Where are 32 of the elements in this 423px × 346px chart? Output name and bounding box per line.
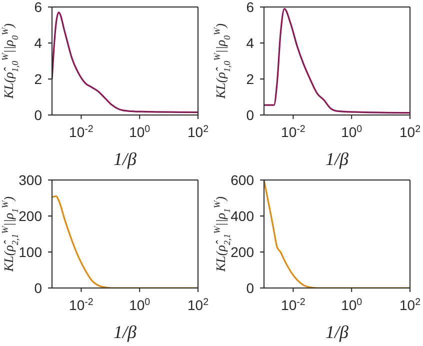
x-axis-title: 1/β: [114, 149, 137, 169]
y-tick-label: 2: [34, 71, 42, 87]
x-tick-label: 10$^{0}$: [341, 124, 363, 140]
x-tick-label: 10$^{-2}$: [69, 124, 94, 140]
y-tick-label: 6: [34, 0, 42, 15]
x-tick-label: 10$^{-2}$: [281, 296, 306, 313]
x-tick-label: 10$^{2}$: [187, 296, 209, 313]
x-axis-title: 1/β: [326, 149, 349, 169]
x-tick-label: 10$^{-2}$: [281, 124, 306, 140]
y-tick-label: 6: [246, 0, 254, 15]
x-tick-label: 10$^{0}$: [129, 124, 151, 140]
y-tick-label: 100: [18, 244, 42, 260]
y-tick-label: 0: [34, 107, 42, 123]
y-tick-label: 4: [34, 35, 42, 51]
x-tick-label: 10$^{-2}$: [69, 296, 94, 313]
y-tick-label: 200: [230, 244, 254, 260]
y-tick-label: 2: [246, 71, 254, 87]
x-tick-label: 10$^{0}$: [341, 296, 363, 313]
y-tick-label: 600: [230, 172, 254, 188]
y-tick-label: 0: [246, 280, 254, 296]
y-tick-label: 0: [34, 280, 42, 296]
x-tick-label: 10$^{2}$: [399, 124, 421, 140]
y-tick-label: 200: [18, 208, 42, 224]
x-axis-title: 1/β: [114, 322, 137, 342]
y-tick-label: 0: [246, 107, 254, 123]
x-tick-label: 10$^{2}$: [187, 124, 209, 140]
y-tick-label: 300: [18, 172, 42, 188]
x-tick-label: 10$^{2}$: [399, 296, 421, 313]
x-tick-label: 10$^{0}$: [129, 296, 151, 313]
y-tick-label: 4: [246, 35, 254, 51]
x-axis-title: 1/β: [326, 322, 349, 342]
y-tick-label: 400: [230, 208, 254, 224]
